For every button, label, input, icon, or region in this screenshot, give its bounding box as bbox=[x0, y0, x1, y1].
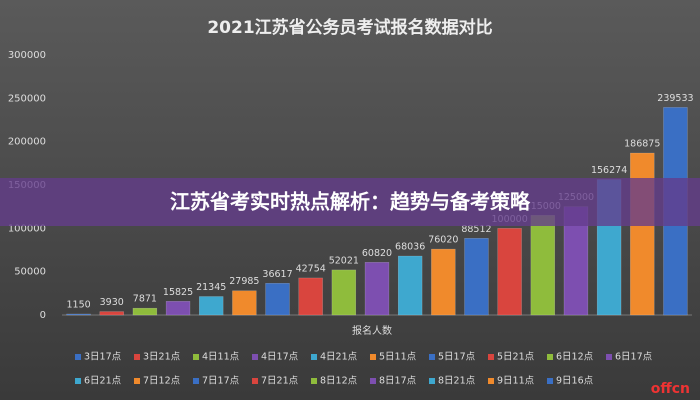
legend-label: 8日21点 bbox=[438, 376, 476, 387]
y-tick-label: 50000 bbox=[14, 267, 46, 278]
bar bbox=[397, 255, 423, 316]
legend-label: 5日17点 bbox=[438, 352, 476, 363]
y-tick-label: 250000 bbox=[8, 93, 46, 104]
legend-swatch bbox=[134, 378, 140, 384]
bar bbox=[331, 269, 357, 316]
value-label: 42754 bbox=[296, 263, 326, 274]
legend-label: 4日21点 bbox=[320, 352, 358, 363]
value-label: 239533 bbox=[657, 93, 693, 104]
value-label: 36617 bbox=[262, 269, 292, 280]
bar bbox=[630, 152, 655, 316]
value-label: 52021 bbox=[329, 255, 359, 266]
legend-swatch bbox=[193, 354, 199, 360]
value-label: 1150 bbox=[66, 300, 90, 311]
legend-label: 8日17点 bbox=[379, 376, 417, 387]
legend-label: 9日11点 bbox=[497, 376, 535, 387]
legend-swatch bbox=[547, 354, 553, 360]
value-label: 68036 bbox=[395, 242, 425, 253]
legend-label: 6日12点 bbox=[556, 352, 594, 363]
legend-label: 4日11点 bbox=[202, 352, 240, 363]
bar bbox=[132, 307, 158, 316]
bar bbox=[530, 215, 555, 316]
value-label: 27985 bbox=[229, 276, 259, 287]
bar bbox=[66, 313, 91, 316]
legend-label: 3日17点 bbox=[84, 352, 122, 363]
legend-swatch bbox=[488, 354, 494, 360]
value-label: 156274 bbox=[591, 165, 627, 176]
bar bbox=[364, 262, 390, 316]
legend-swatch bbox=[75, 354, 81, 360]
watermark: offcn bbox=[651, 381, 690, 397]
legend-swatch bbox=[311, 378, 317, 384]
bar bbox=[232, 290, 257, 316]
value-label: 7871 bbox=[133, 294, 157, 305]
legend-swatch bbox=[252, 354, 258, 360]
chart-title: 2021江苏省公务员考试报名数据对比 bbox=[207, 17, 492, 38]
legend-swatch bbox=[606, 354, 612, 360]
legend-label: 6日17点 bbox=[615, 352, 653, 363]
value-label: 21345 bbox=[196, 282, 226, 293]
bar bbox=[199, 296, 224, 316]
legend-label: 4日17点 bbox=[261, 352, 299, 363]
value-label: 15825 bbox=[163, 287, 193, 298]
legend-label: 5日11点 bbox=[379, 352, 417, 363]
bar bbox=[265, 283, 290, 316]
value-label: 76020 bbox=[428, 235, 458, 246]
legend-label: 5日21点 bbox=[497, 352, 535, 363]
y-tick-label: 200000 bbox=[8, 137, 46, 148]
legend-swatch bbox=[547, 378, 553, 384]
legend-swatch bbox=[134, 354, 140, 360]
legend-swatch bbox=[193, 378, 199, 384]
value-label: 186875 bbox=[624, 139, 660, 150]
banner: 江苏省考实时热点解析：趋势与备考策略 bbox=[170, 190, 531, 214]
bar bbox=[497, 228, 522, 316]
bar bbox=[298, 277, 323, 316]
legend-label: 7日21点 bbox=[261, 376, 299, 387]
legend-swatch bbox=[429, 354, 435, 360]
legend-label: 7日12点 bbox=[143, 376, 181, 387]
legend-swatch bbox=[488, 378, 494, 384]
y-tick-label: 300000 bbox=[8, 50, 46, 61]
y-tick-label: 100000 bbox=[8, 223, 46, 234]
legend-label: 3日21点 bbox=[143, 352, 181, 363]
value-label: 60820 bbox=[362, 248, 392, 259]
x-axis-label: 报名人数 bbox=[352, 324, 392, 337]
legend-swatch bbox=[311, 354, 317, 360]
value-label: 3930 bbox=[100, 297, 124, 308]
y-tick-label: 0 bbox=[40, 310, 46, 321]
bar bbox=[165, 301, 191, 316]
bar bbox=[99, 311, 124, 316]
legend-swatch bbox=[75, 378, 81, 384]
legend-swatch bbox=[252, 378, 258, 384]
value-label: 88512 bbox=[461, 224, 491, 235]
bar bbox=[431, 248, 456, 316]
legend-label: 6日21点 bbox=[84, 376, 122, 387]
legend-swatch bbox=[370, 354, 376, 360]
banner-bg bbox=[0, 178, 700, 226]
legend-swatch bbox=[429, 378, 435, 384]
legend-label: 7日17点 bbox=[202, 376, 240, 387]
legend-swatch bbox=[370, 378, 376, 384]
legend-label: 9日16点 bbox=[556, 376, 594, 387]
bar bbox=[464, 238, 489, 316]
legend-label: 8日12点 bbox=[320, 376, 358, 387]
